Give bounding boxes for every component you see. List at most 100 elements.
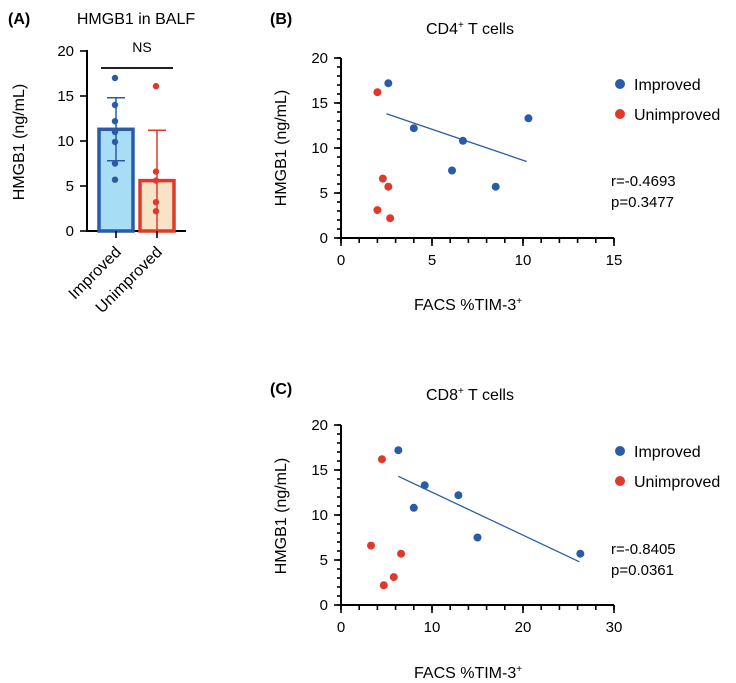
bar-point-improved — [111, 176, 119, 183]
b-point-improved — [458, 136, 467, 145]
c-point-unimproved — [367, 541, 376, 550]
b-point-unimproved — [384, 182, 393, 191]
b-x-tick-label: 15 — [606, 252, 623, 269]
c-point-unimproved — [389, 573, 398, 582]
c-regression-line — [398, 475, 580, 563]
c-point-improved — [454, 491, 463, 500]
panel-a-y-tick-label: 0 — [66, 223, 74, 240]
b-point-unimproved — [378, 174, 387, 183]
c-x-tick-label: 20 — [515, 619, 532, 636]
panel-c-regression — [398, 475, 580, 563]
c-x-tick-label: 30 — [606, 619, 623, 636]
panel-b-x-label: FACS %TIM-3+ — [414, 296, 522, 314]
bar-point-improved — [111, 160, 119, 167]
panel-a-bar-chart: (A) HMGB1 in BALF HMGB1 (ng/mL) 0 5 10 15 20… — [8, 11, 195, 317]
bar-point-unimproved — [152, 82, 160, 90]
c-y-tick-label: 15 — [311, 462, 328, 479]
panel-c-p-value: p=0.0361 — [611, 562, 674, 579]
panel-c-title-sup: + — [458, 386, 464, 397]
panel-a-y-label: HMGB1 (ng/mL) — [11, 84, 28, 200]
panel-c-title-rest: T cells — [464, 387, 514, 404]
c-point-improved — [409, 503, 418, 512]
panel-c-points — [367, 446, 585, 590]
b-legend-label-unimproved: Unimproved — [634, 107, 720, 124]
panel-b-title: CD4+ T cells — [426, 20, 514, 38]
b-y-tick-label: 0 — [320, 230, 328, 247]
panel-a-significance: NS — [101, 39, 173, 69]
c-legend-marker-unimproved — [615, 476, 625, 486]
c-legend-label-unimproved: Unimproved — [634, 474, 720, 491]
c-point-improved — [576, 549, 585, 558]
panel-c-x-label-main: FACS %TIM-3 — [414, 665, 516, 682]
panel-b-label: (B) — [270, 11, 292, 28]
panel-a-label: (A) — [8, 11, 30, 28]
panel-c-r-value: r=-0.8405 — [611, 541, 676, 558]
b-y-tick-label: 5 — [320, 185, 328, 202]
c-point-unimproved — [379, 581, 388, 590]
bar-point-improved — [111, 128, 119, 136]
b-legend-label-improved: Improved — [634, 77, 701, 94]
c-legend-marker-improved — [615, 446, 625, 456]
b-y-tick-label: 15 — [311, 95, 328, 112]
panel-c-label: (C) — [270, 381, 292, 398]
c-point-improved — [473, 533, 482, 542]
c-y-tick-label: 20 — [311, 417, 328, 434]
b-point-unimproved — [373, 88, 382, 97]
panel-c-axes: 0 5 10 15 20 0 10 20 30 — [311, 417, 622, 636]
panel-b-legend: Improved Unimproved — [615, 77, 720, 124]
panel-c-x-label-sup: + — [516, 664, 522, 675]
b-point-improved — [491, 182, 500, 191]
panel-b-r-value: r=-0.4693 — [611, 173, 676, 190]
panel-c-legend: Improved Unimproved — [615, 444, 720, 491]
c-point-improved — [420, 481, 429, 490]
b-point-improved — [524, 114, 533, 123]
c-point-improved — [394, 446, 403, 455]
panel-a-y-tick-label: 10 — [57, 133, 74, 150]
panel-b-x-label-sup: + — [516, 296, 522, 307]
bar-point-unimproved — [152, 168, 160, 175]
panel-b-axes: 0 5 10 15 20 0 5 10 15 — [311, 50, 622, 269]
panel-a-bars — [97, 74, 176, 233]
bar-point-improved — [111, 101, 119, 109]
b-x-tick-label: 0 — [337, 252, 345, 269]
panel-c-scatter: (C) CD8+ T cells HMGB1 (ng/mL) FACS %TIM… — [270, 381, 720, 682]
b-y-tick-label: 10 — [311, 140, 328, 157]
panel-b-regression — [386, 113, 527, 163]
bar-point-unimproved — [152, 199, 160, 206]
panel-a-y-tick-label: 5 — [66, 178, 74, 195]
bar-point-improved — [111, 74, 119, 82]
b-regression-line — [386, 113, 527, 163]
panel-c-y-label: HMGB1 (ng/mL) — [273, 458, 290, 574]
c-y-tick-label: 10 — [311, 507, 328, 524]
panel-b-title-main: CD4 — [426, 21, 458, 38]
panel-c-title-main: CD8 — [426, 387, 458, 404]
bar-point-improved — [111, 118, 119, 125]
bar-point-improved — [111, 138, 119, 146]
panel-b-title-sup: + — [458, 20, 464, 31]
c-legend-label-improved: Improved — [634, 444, 701, 461]
panel-b-title-rest: T cells — [464, 21, 514, 38]
panel-b-y-label: HMGB1 (ng/mL) — [273, 90, 290, 206]
panel-b-x-label-main: FACS %TIM-3 — [414, 297, 516, 314]
panel-b-p-value: p=0.3477 — [611, 194, 674, 211]
b-legend-marker-improved — [615, 79, 625, 89]
panel-a-y-tick-label: 15 — [57, 88, 74, 105]
panel-c-title: CD8+ T cells — [426, 386, 514, 404]
c-y-tick-label: 0 — [320, 597, 328, 614]
bar-point-unimproved — [152, 177, 160, 184]
c-point-unimproved — [397, 549, 406, 558]
c-point-unimproved — [377, 455, 386, 464]
c-y-tick-label: 5 — [320, 552, 328, 569]
panel-a-y-tick-label: 20 — [57, 43, 74, 60]
b-point-unimproved — [373, 206, 382, 215]
c-x-tick-label: 10 — [424, 619, 441, 636]
bar-point-unimproved — [152, 208, 160, 215]
panel-b-points — [373, 79, 533, 223]
b-x-tick-label: 5 — [428, 252, 436, 269]
b-legend-marker-unimproved — [615, 109, 625, 119]
b-y-tick-label: 20 — [311, 50, 328, 67]
panel-c-x-label: FACS %TIM-3+ — [414, 664, 522, 682]
b-point-improved — [448, 166, 457, 175]
